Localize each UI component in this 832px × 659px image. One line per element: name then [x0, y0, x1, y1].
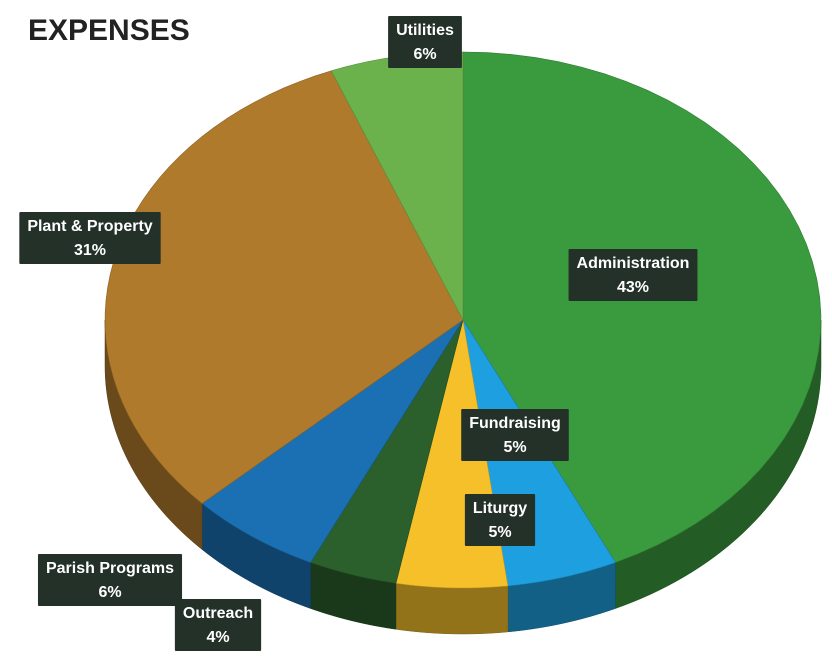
slice [201, 319, 464, 563]
label-value: 6% [413, 46, 436, 63]
label-name: Utilities [396, 22, 454, 39]
data-label: Outreach 4% [174, 599, 262, 651]
data-label: Fundraising 5% [461, 409, 569, 461]
slice [310, 319, 464, 584]
label-box [19, 212, 161, 264]
label-name: Liturgy [473, 500, 527, 517]
label-box [174, 599, 262, 651]
data-label: Liturgy 5% [464, 494, 536, 546]
label-value: 4% [206, 629, 229, 646]
label-value: 43% [617, 279, 649, 296]
label-box [464, 494, 536, 546]
label-name: Plant & Property [27, 218, 152, 235]
label-name: Administration [577, 255, 690, 272]
label-value: 5% [488, 524, 511, 541]
data-label: Administration 43% [568, 249, 698, 301]
label-name: Outreach [183, 605, 253, 622]
label-box [461, 409, 569, 461]
label-box [37, 554, 183, 606]
slice-side [395, 582, 509, 635]
label-name: Fundraising [469, 415, 561, 432]
data-label: Utilities 6% [388, 16, 462, 68]
label-value: 5% [503, 439, 526, 456]
label-value: 31% [74, 242, 106, 259]
label-name: Parish Programs [46, 560, 174, 577]
label-box [388, 16, 462, 68]
chart-title: EXPENSES [28, 14, 190, 47]
data-label: Parish Programs 6% [37, 554, 183, 606]
data-label: Plant & Property 31% [19, 212, 161, 264]
label-value: 6% [98, 584, 121, 601]
label-box [568, 249, 698, 301]
